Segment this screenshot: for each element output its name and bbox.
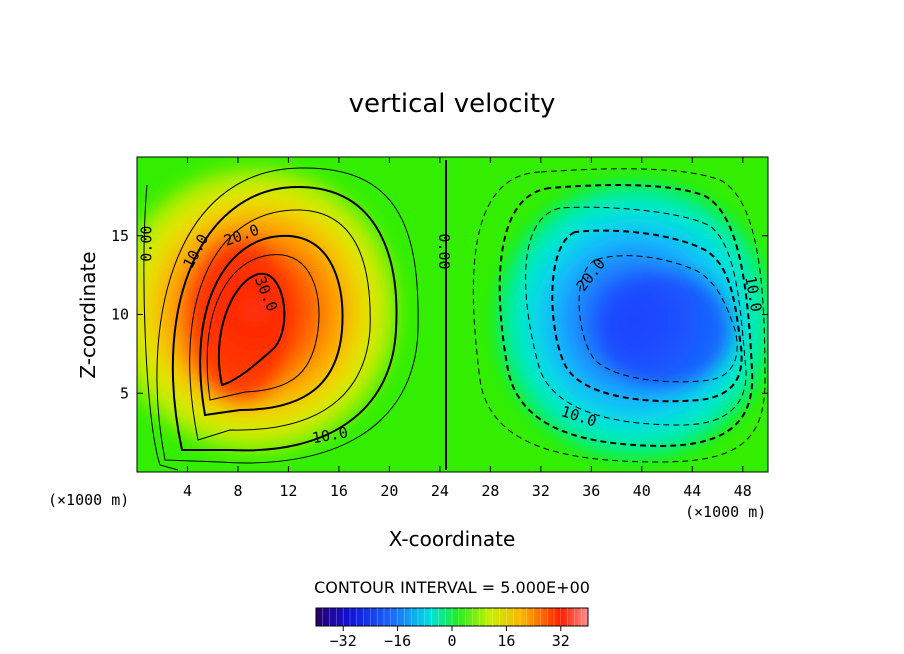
colorbar-tick-label: 32 [552,632,570,650]
x-tick-label: 44 [683,482,701,500]
x-tick-label: 8 [233,482,242,500]
updraft-field [137,160,405,460]
colorbar-tick-label: −32 [330,632,357,650]
contour-label: 0.00 [138,226,156,262]
contour-label: 10.0 [741,275,765,314]
chart-title: vertical velocity [349,89,556,119]
x-tick-label: 36 [582,482,600,500]
positive-contours [143,160,447,471]
x-axis-label: X-coordinate [389,527,516,551]
y-tick-label: 10 [111,306,129,324]
y-axis-ticks: 5 10 15 [111,227,768,402]
x-tick-label: 40 [633,482,651,500]
x-tick-label: 16 [330,482,348,500]
x-tick-label: 48 [734,482,752,500]
colorbar: −32 −16 0 16 32 [315,607,589,650]
negative-contours [472,168,766,463]
x-unit-right: (×1000 m) [685,503,766,521]
x-tick-label: 12 [279,482,297,500]
colorbar-ticks: −32 −16 0 16 32 [330,626,570,650]
downdraft-field [490,175,768,465]
y-axis-label: Z-coordinate [76,251,100,378]
colorbar-tick-label: 0 [447,632,456,650]
y-tick-label: 5 [120,384,129,402]
contour-label: 10.0 [311,423,350,447]
x-unit-left: (×1000 m) [48,491,129,509]
x-tick-label: 24 [431,482,449,500]
x-axis-ticks: 4 8 12 16 20 24 28 32 36 40 44 48 [183,157,752,500]
plot-area [137,157,768,472]
y-tick-label: 15 [111,227,129,245]
colorbar-tick-label: −16 [384,632,411,650]
contour-label: 0.00 [435,233,453,269]
x-tick-label: 4 [183,482,192,500]
x-tick-label: 32 [532,482,550,500]
x-tick-label: 28 [481,482,499,500]
colorbar-tick-label: 16 [497,632,515,650]
x-tick-label: 20 [380,482,398,500]
contour-interval-text: CONTOUR INTERVAL = 5.000E+00 [314,578,590,597]
colorbar-divisions [322,608,582,626]
